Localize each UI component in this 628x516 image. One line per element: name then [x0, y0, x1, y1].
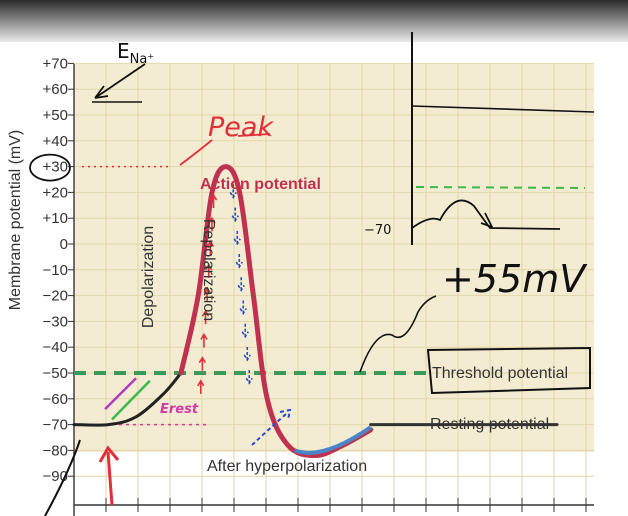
- recovery-highlight: [294, 425, 372, 455]
- depol-arrow: [197, 379, 205, 394]
- repol-arrow: [241, 323, 249, 339]
- resting-potential-label: Resting potential: [430, 416, 549, 433]
- plot-background: [74, 64, 594, 452]
- y-tick-label: −40: [43, 339, 68, 356]
- delta-pointer: [359, 295, 437, 373]
- inset-curve: [411, 199, 561, 230]
- y-tick-label: −20: [43, 288, 68, 305]
- repol-arrow: [233, 230, 241, 246]
- depol-arrow: [198, 356, 207, 371]
- repol-arrow: [239, 300, 247, 316]
- y-tick-label: 0: [60, 236, 68, 253]
- stimulus-arrow-icon: [98, 445, 120, 506]
- series-lines: [72, 164, 559, 459]
- depol-arrow: [203, 286, 211, 302]
- repolarization-label: Repolarization: [200, 219, 217, 321]
- repol-arrow: [229, 184, 237, 199]
- peak-pointer: [179, 139, 213, 166]
- top-dark-band: [0, 0, 628, 42]
- repol-arrow: [237, 277, 245, 292]
- y-tick-label: −60: [43, 391, 68, 408]
- handwritten-overlay: [44, 32, 595, 516]
- x-ticks: [73, 498, 587, 512]
- y-tick-label: +60: [43, 81, 68, 98]
- ion-arrows: [104, 184, 253, 421]
- repol-arrow: [245, 370, 253, 385]
- action-potential-label: Action potential: [200, 176, 321, 193]
- repol-arrow: [243, 346, 251, 362]
- y-tick-label: +10: [43, 210, 68, 227]
- y-tick-label: −90: [43, 468, 68, 485]
- magenta-arrow: [104, 377, 137, 411]
- ena-arrow-icon: [94, 63, 146, 99]
- y-tick-label: +40: [43, 133, 68, 150]
- blue-return-arrow: [251, 408, 292, 446]
- circle-around-plus30: [29, 153, 71, 182]
- y-axis-title: Membrane potential (mV): [7, 130, 24, 311]
- threshold-label: Threshold potential: [432, 365, 568, 382]
- freehand-stroke: [44, 439, 81, 516]
- y-tick-label: −10: [43, 262, 68, 279]
- ena-handwritten: ENa⁺: [117, 39, 154, 67]
- y-tick-labels: +70 +60 +50 +40 +30 +20 +10 0 −10 −20 −30 −40 −50 −60…: [29, 55, 74, 485]
- minus70-handwritten: −70: [364, 223, 391, 238]
- plot-area: [74, 64, 594, 452]
- repol-arrow: [235, 254, 243, 269]
- depol-arrow: [205, 263, 213, 278]
- depol-arrow: [206, 240, 215, 255]
- after-hyperpolarization-label: After hyperpolarization: [207, 458, 367, 475]
- y-tick-label: −80: [43, 442, 68, 459]
- inset-threshold: [415, 186, 586, 189]
- y-tick-label: +70: [43, 55, 68, 72]
- series-line-0: [72, 371, 183, 427]
- series-line-1: [178, 164, 374, 459]
- inset-top-line: [411, 105, 595, 113]
- y-tick-label: +50: [43, 107, 68, 124]
- inset-arrow-icon: [480, 212, 494, 229]
- delta-55mv-handwritten: +55mV: [442, 257, 588, 301]
- threshold-box: [426, 346, 591, 395]
- green-arrow: [111, 379, 151, 421]
- depolarization-label: Depolarization: [140, 226, 157, 328]
- erest-handwritten: Erest: [160, 402, 199, 417]
- depol-arrow: [209, 193, 218, 209]
- axes: [73, 64, 594, 516]
- peak-underline: [237, 133, 271, 137]
- peak-handwritten: Peak: [208, 112, 274, 143]
- depol-arrow: [201, 309, 210, 325]
- y-tick-label: +30: [43, 159, 68, 176]
- y-tick-label: −50: [43, 365, 68, 382]
- depol-arrow: [208, 216, 216, 232]
- depol-arrow: [200, 332, 208, 348]
- y-tick-label: −70: [43, 417, 68, 434]
- y-tick-label: +20: [43, 184, 68, 201]
- y-tick-label: −30: [43, 313, 68, 330]
- repol-arrow: [231, 207, 239, 223]
